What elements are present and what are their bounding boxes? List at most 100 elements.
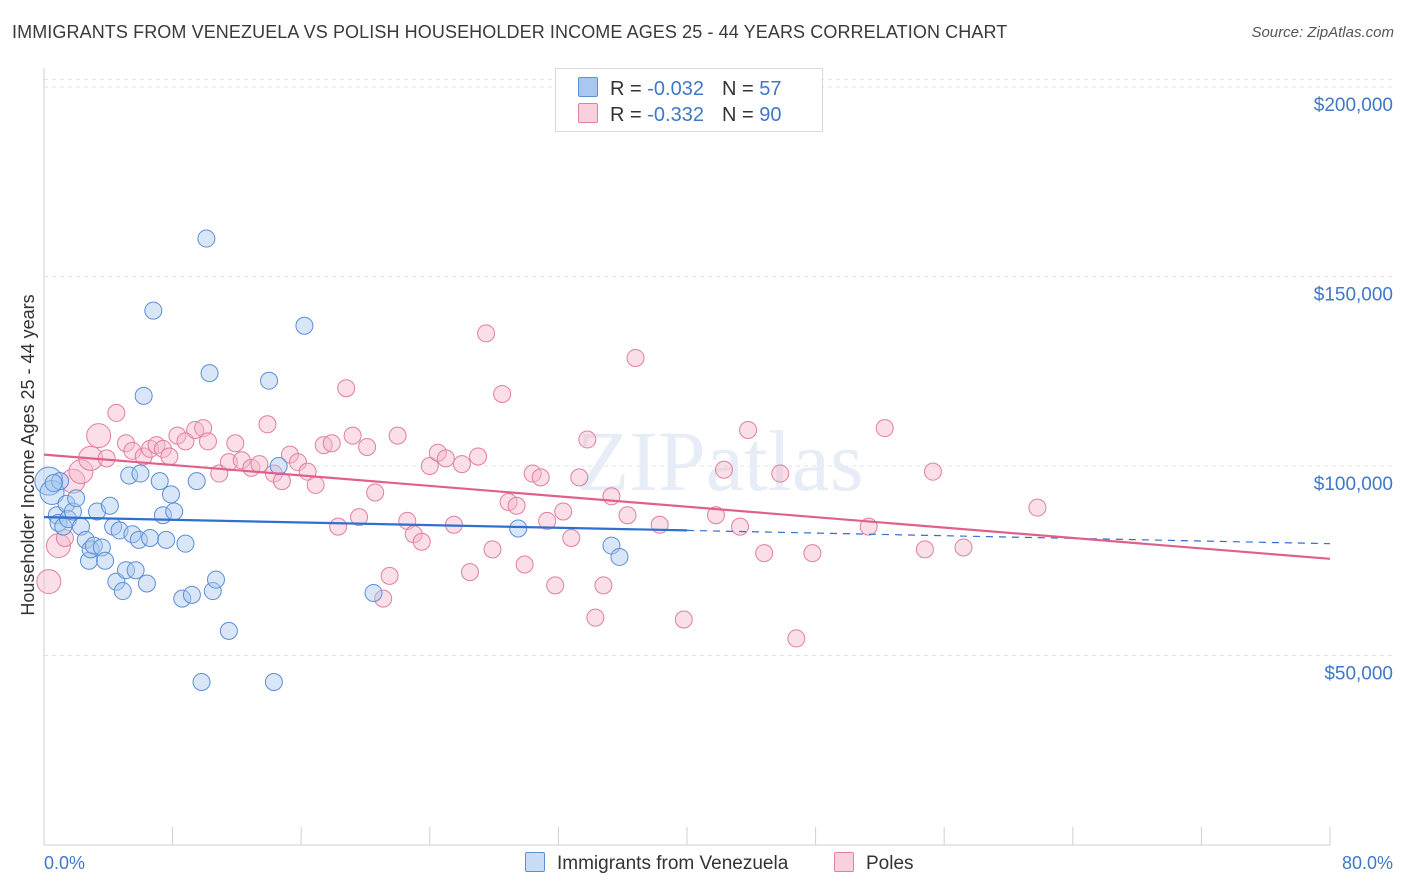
x-tick-label: 80.0% bbox=[1342, 853, 1393, 873]
poles-point bbox=[787, 629, 806, 648]
venezuela-point bbox=[364, 583, 383, 602]
venezuela-point bbox=[173, 589, 192, 608]
n-value: 90 bbox=[759, 104, 782, 126]
poles-point bbox=[306, 475, 325, 494]
poles-point bbox=[272, 472, 291, 491]
blue-swatch bbox=[525, 852, 545, 872]
venezuela-point bbox=[150, 472, 169, 491]
venezuela-point bbox=[137, 574, 156, 593]
venezuela-point bbox=[219, 621, 238, 640]
venezuela-point bbox=[264, 673, 283, 692]
poles-point bbox=[755, 544, 774, 563]
legend-row-poles: R = -0.332 N = 90 bbox=[578, 103, 781, 127]
poles-point bbox=[954, 538, 973, 557]
poles-point bbox=[350, 508, 369, 527]
venezuela-point bbox=[116, 561, 135, 580]
poles-point bbox=[358, 438, 377, 457]
n-label: N = bbox=[721, 104, 760, 126]
grid-lines bbox=[44, 78, 1395, 656]
venezuela-point bbox=[63, 502, 82, 521]
pink-swatch bbox=[578, 103, 598, 123]
poles-point bbox=[483, 540, 502, 559]
venezuela-points bbox=[34, 229, 629, 692]
poles-point bbox=[452, 455, 471, 474]
venezuela-point bbox=[67, 489, 86, 508]
poles-point bbox=[134, 447, 153, 466]
poles-point bbox=[618, 506, 637, 525]
legend-item-venezuela: Immigrants from Venezuela bbox=[525, 852, 788, 875]
poles-point bbox=[153, 439, 172, 458]
venezuela-point bbox=[610, 547, 629, 566]
poles-point bbox=[194, 419, 213, 438]
poles-point bbox=[731, 517, 750, 536]
r-label: R = bbox=[610, 104, 648, 126]
n-value: 57 bbox=[759, 78, 782, 100]
poles-point bbox=[562, 528, 581, 547]
n-label: N = bbox=[721, 78, 760, 100]
poles-trend-line bbox=[43, 453, 1331, 560]
venezuela-point bbox=[269, 456, 288, 475]
legend-label: Poles bbox=[866, 853, 914, 874]
poles-point bbox=[116, 434, 135, 453]
axis-ticks: $50,000 $100,000 $150,000 $200,000 0.0% 80.0% bbox=[44, 95, 1393, 873]
venezuela-point bbox=[295, 316, 314, 335]
poles-point bbox=[160, 447, 179, 466]
poles-point bbox=[706, 506, 725, 525]
poles-point bbox=[36, 569, 62, 595]
poles-point bbox=[602, 487, 621, 506]
poles-point bbox=[343, 426, 362, 445]
venezuela-point bbox=[44, 474, 63, 493]
legend-row-venezuela: R = -0.032 N = 57 bbox=[578, 77, 781, 101]
venezuela-point bbox=[129, 530, 148, 549]
poles-point bbox=[329, 517, 348, 536]
venezuela-point bbox=[92, 538, 111, 557]
venezuela-point bbox=[144, 301, 163, 320]
venezuela-point bbox=[197, 229, 216, 248]
poles-point bbox=[546, 576, 565, 595]
poles-point bbox=[123, 441, 142, 460]
chart-title: IMMIGRANTS FROM VENEZUELA VS POLISH HOUS… bbox=[12, 22, 1008, 42]
venezuela-point bbox=[96, 551, 115, 570]
poles-point bbox=[288, 453, 307, 472]
venezuela-point bbox=[200, 364, 219, 383]
poles-point bbox=[55, 528, 74, 547]
poles-point bbox=[380, 566, 399, 585]
venezuela-point bbox=[161, 485, 180, 504]
poles-point bbox=[531, 468, 550, 487]
poles-point bbox=[68, 459, 94, 485]
poles-point bbox=[86, 423, 112, 449]
poles-point bbox=[107, 403, 126, 422]
venezuela-trend-line bbox=[43, 516, 688, 532]
poles-point bbox=[412, 532, 431, 551]
venezuela-point bbox=[141, 528, 160, 547]
poles-point bbox=[626, 348, 645, 367]
poles-point bbox=[538, 511, 557, 530]
poles-point bbox=[714, 460, 733, 479]
venezuela-point bbox=[100, 496, 119, 515]
legend-label: Immigrants from Venezuela bbox=[557, 853, 789, 874]
poles-point bbox=[554, 502, 573, 521]
blue-swatch bbox=[578, 77, 598, 97]
poles-point bbox=[875, 419, 894, 438]
poles-point bbox=[803, 544, 822, 563]
poles-point bbox=[493, 384, 512, 403]
venezuela-point bbox=[51, 472, 70, 491]
poles-point bbox=[226, 434, 245, 453]
venezuela-point bbox=[165, 502, 184, 521]
poles-point bbox=[578, 430, 597, 449]
correlation-legend: R = -0.032 N = 57 R = -0.332 N = 90 bbox=[555, 68, 823, 132]
series-legend: Immigrants from Venezuela Poles bbox=[0, 852, 1406, 878]
poles-point bbox=[1028, 498, 1047, 517]
poles-point bbox=[915, 540, 934, 559]
venezuela-point bbox=[192, 673, 211, 692]
venezuela-point bbox=[187, 472, 206, 491]
poles-point bbox=[366, 483, 385, 502]
x-tick-label: 0.0% bbox=[44, 853, 85, 873]
venezuela-point bbox=[509, 519, 528, 538]
legend-item-poles: Poles bbox=[834, 852, 914, 875]
venezuela-point bbox=[157, 530, 176, 549]
y-tick-label: $150,000 bbox=[1314, 284, 1393, 305]
poles-point bbox=[388, 426, 407, 445]
watermark: ZIPatlas bbox=[577, 413, 864, 509]
